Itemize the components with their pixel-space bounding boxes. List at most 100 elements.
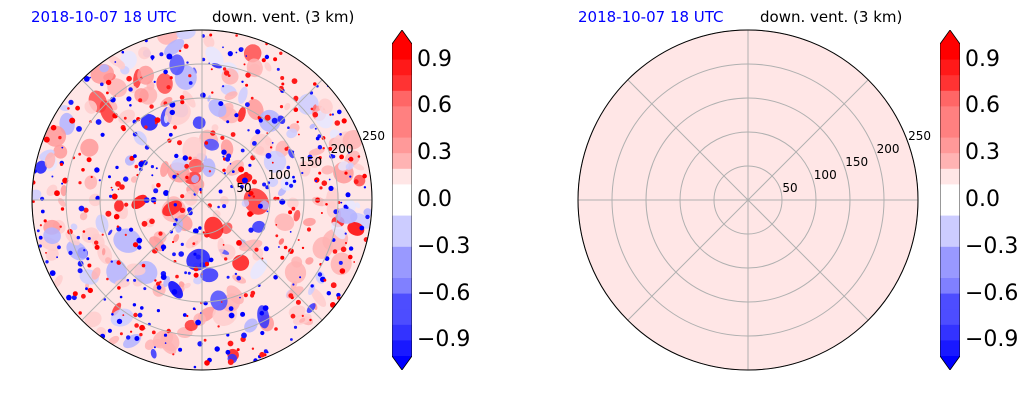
field-cell bbox=[166, 85, 171, 90]
colorbar-level bbox=[392, 200, 412, 217]
field-cell bbox=[130, 176, 138, 183]
field-cell bbox=[78, 152, 82, 156]
field-cell bbox=[188, 81, 193, 85]
field-cell bbox=[59, 162, 64, 166]
field-cell bbox=[66, 294, 72, 301]
field-cell bbox=[251, 179, 257, 185]
colorbar-level bbox=[940, 324, 960, 341]
field-cell bbox=[297, 239, 300, 241]
field-cell bbox=[186, 61, 189, 64]
field-cell bbox=[121, 126, 127, 132]
field-cell bbox=[202, 158, 216, 177]
field-cell bbox=[91, 233, 105, 250]
field-cell bbox=[259, 351, 265, 358]
field-cell bbox=[131, 194, 148, 210]
field-cell bbox=[159, 52, 164, 57]
field-cell bbox=[231, 170, 235, 173]
field-cell bbox=[201, 57, 206, 62]
field-cell bbox=[222, 46, 224, 49]
field-cell bbox=[278, 238, 285, 245]
field-cell bbox=[60, 185, 68, 197]
field-cell bbox=[193, 365, 197, 369]
field-cell bbox=[291, 78, 298, 84]
field-cell bbox=[330, 302, 336, 308]
field-cell bbox=[247, 211, 253, 217]
field-cell bbox=[197, 341, 203, 347]
colorbar-level bbox=[940, 231, 960, 248]
field-cell bbox=[235, 34, 238, 37]
colorbar-level bbox=[392, 309, 412, 326]
field-cell bbox=[265, 152, 272, 159]
field-cell bbox=[281, 82, 285, 86]
angular-gridline bbox=[201, 79, 323, 201]
field-cell bbox=[271, 161, 274, 164]
field-cell bbox=[252, 195, 255, 198]
field-cell bbox=[286, 128, 298, 139]
field-cell bbox=[292, 175, 295, 179]
field-cell bbox=[240, 148, 245, 153]
field-cell bbox=[239, 296, 241, 299]
ring-label: 50 bbox=[236, 181, 251, 195]
field-cell bbox=[166, 53, 173, 60]
colorbar-tick-label: 0.9 bbox=[965, 46, 1000, 72]
field-cell bbox=[68, 250, 73, 255]
field-cell bbox=[110, 186, 113, 189]
field-cell bbox=[111, 313, 114, 316]
field-cell bbox=[275, 234, 279, 238]
field-cell bbox=[204, 360, 210, 366]
colorbar-level bbox=[392, 122, 412, 139]
field-cell bbox=[293, 209, 301, 222]
field-cell bbox=[182, 136, 207, 166]
field-cell bbox=[301, 246, 305, 250]
field-cell bbox=[44, 125, 67, 147]
field-cell bbox=[237, 106, 246, 122]
field-cell bbox=[339, 268, 346, 274]
field-cell bbox=[94, 167, 100, 173]
field-cell bbox=[220, 135, 225, 140]
field-cell bbox=[243, 44, 262, 63]
field-cell bbox=[185, 233, 203, 249]
field-cell bbox=[310, 288, 327, 307]
colorbar-level bbox=[392, 59, 412, 76]
field-cell bbox=[172, 240, 175, 244]
field-cell bbox=[289, 231, 292, 233]
field-cell bbox=[81, 293, 86, 299]
field-cell bbox=[172, 353, 175, 356]
field-cell bbox=[318, 171, 322, 175]
field-cell bbox=[334, 120, 341, 126]
field-cell bbox=[238, 86, 248, 104]
field-cell bbox=[219, 196, 229, 206]
field-cell bbox=[235, 51, 238, 54]
colorbar-tick-label: −0.6 bbox=[417, 280, 471, 306]
field-cell bbox=[266, 351, 269, 354]
radial-gridline bbox=[645, 97, 851, 303]
colorbar-level bbox=[392, 324, 412, 341]
field-cell bbox=[352, 163, 365, 171]
field-cell bbox=[155, 167, 158, 170]
field-cell bbox=[98, 179, 101, 182]
colorbar-extend-max bbox=[392, 30, 412, 44]
colorbar-tick-label: −0.9 bbox=[417, 327, 471, 353]
ring-label: 250 bbox=[362, 129, 385, 143]
field-cell bbox=[218, 189, 223, 194]
field-cell bbox=[133, 154, 137, 158]
field-cell bbox=[130, 330, 133, 333]
field-cell bbox=[301, 171, 304, 175]
panel-time-title: 2018-10-07 18 UTC bbox=[578, 8, 724, 26]
field-cell bbox=[129, 227, 134, 232]
field-cell bbox=[262, 305, 269, 311]
colorbar-graphic bbox=[940, 30, 960, 370]
field-cell bbox=[49, 270, 56, 276]
field-cell bbox=[220, 301, 223, 303]
field-cell bbox=[254, 247, 259, 252]
colorbar-level bbox=[940, 246, 960, 263]
field-cell bbox=[203, 138, 220, 151]
angular-gridline bbox=[747, 79, 869, 201]
field-cell bbox=[176, 30, 196, 40]
field-cell bbox=[315, 109, 334, 129]
field-cell bbox=[245, 83, 249, 87]
colorbar-level bbox=[940, 90, 960, 107]
field-cell bbox=[111, 189, 114, 191]
field-cell bbox=[163, 333, 168, 337]
ring-label: 200 bbox=[331, 142, 354, 156]
